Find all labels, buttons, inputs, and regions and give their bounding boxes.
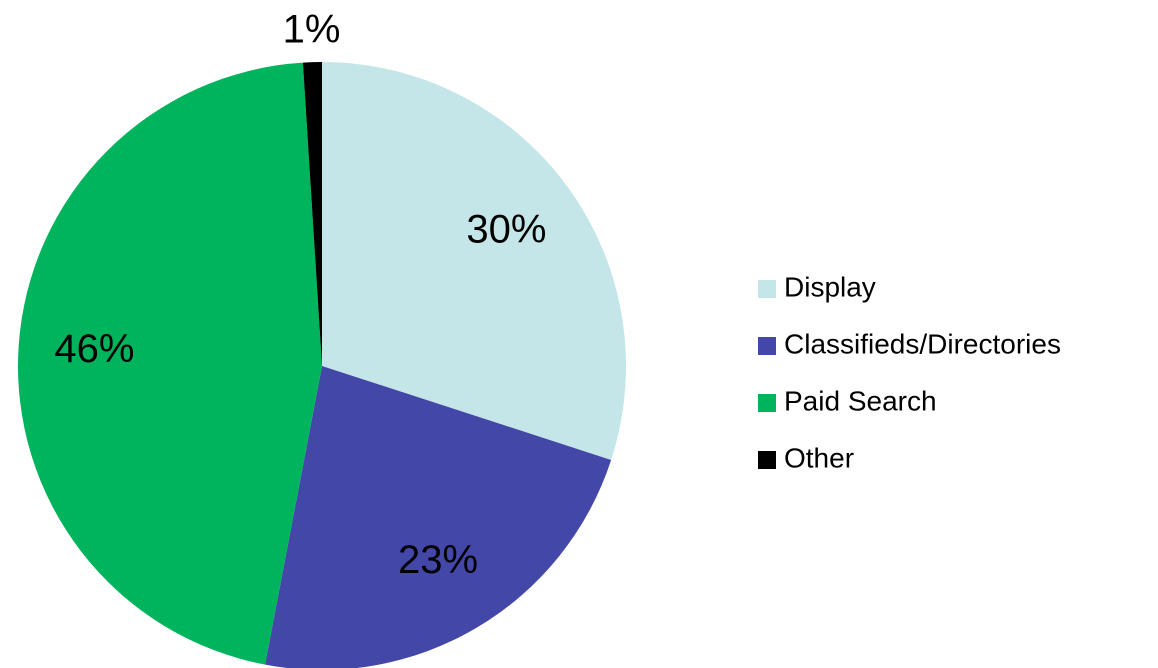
data-label: 30% [466,208,546,252]
pie-slice [265,366,612,668]
legend-label: Paid Search [784,385,937,416]
legend-label: Other [784,442,854,473]
legend-swatch [758,280,776,298]
data-label: 1% [283,7,341,51]
data-label: 46% [54,327,134,371]
legend-label: Classifieds/Directories [784,328,1061,359]
legend-label: Display [784,271,876,302]
data-label: 23% [398,538,478,582]
pie-slice [18,62,322,665]
pie-slice [302,62,322,366]
legend-swatch [758,394,776,412]
pie-slice [322,62,626,460]
legend-swatch [758,451,776,469]
legend-swatch [758,337,776,355]
